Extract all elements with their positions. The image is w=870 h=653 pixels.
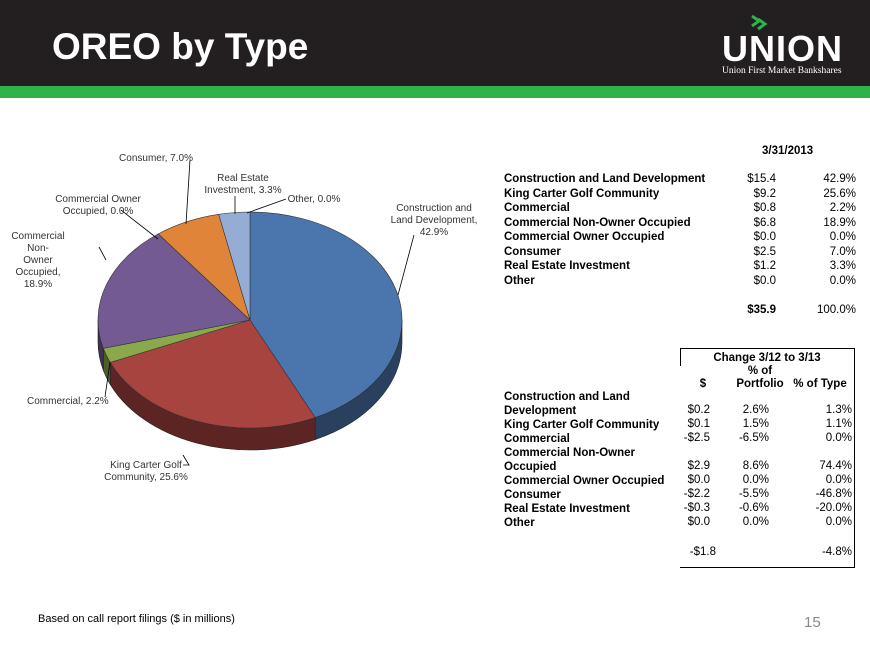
col-dollar: $ xyxy=(699,378,707,390)
change-row-name: Construction and Land Development xyxy=(504,391,630,417)
page-number: 15 xyxy=(804,614,821,631)
accent-bar xyxy=(0,86,870,98)
table-row: Commercial Owner Occupied $0.0 0.0% xyxy=(504,231,856,243)
table-row: Construction and Land Development $15.4 … xyxy=(504,173,856,185)
current-date-header: 3/31/2013 xyxy=(762,145,814,157)
table-row: Real Estate Investment $1.2 3.3% xyxy=(504,260,856,272)
label-consumer: Consumer, 7.0% xyxy=(119,153,193,164)
total-row: $35.9 100.0% xyxy=(747,304,856,316)
change-row-name: Real Estate Investment xyxy=(504,503,630,515)
change-total-dollar: -$1.8 xyxy=(689,546,716,558)
label-rei: Real Estate Investment, 3.3% xyxy=(204,173,282,196)
leader-cnoo xyxy=(98,246,107,261)
change-title: Change 3/12 to 3/13 xyxy=(713,352,821,364)
label-commercial: Commercial, 2.2% xyxy=(27,396,109,407)
leader-other xyxy=(246,198,287,214)
leaf-chevrons-icon xyxy=(751,14,768,31)
leader-construction xyxy=(397,234,415,296)
leader-commercial xyxy=(104,361,111,398)
change-row-name: Commercial Owner Occupied xyxy=(504,475,665,487)
footnote: Based on call report filings ($ in milli… xyxy=(38,613,235,625)
leader-coo xyxy=(120,209,159,240)
label-cnoo: Commercial Non- Owner Occupied, 18.9% xyxy=(11,231,65,290)
header-bar xyxy=(0,0,870,86)
logo-wordmark: UNION xyxy=(722,28,843,69)
table-row: Commercial Non-Owner Occupied $6.8 18.9% xyxy=(504,216,856,229)
change-row-name: Other xyxy=(504,517,535,529)
pie-slice-0 xyxy=(249,211,403,418)
change-row-name: Commercial xyxy=(504,433,570,445)
label-other: Other, 0.0% xyxy=(287,194,341,205)
pie-chart xyxy=(97,159,415,466)
col-portfolio-1: % of xyxy=(747,365,773,377)
pie-slice-3 xyxy=(97,233,251,349)
col-type: % of Type xyxy=(793,378,847,390)
table-row: Other $0.0 0.0% xyxy=(504,274,856,287)
col-portfolio-2: Portfolio xyxy=(736,378,784,390)
label-coo: Commercial Owner Occupied, 0.0% xyxy=(55,194,141,217)
table-row: Consumer $2.5 7.0% xyxy=(504,245,856,258)
change-row-name: Commercial Non-Owner Occupied xyxy=(504,447,635,473)
table-row: King Carter Golf Community $9.2 25.6% xyxy=(504,187,856,200)
page-title: OREO by Type xyxy=(52,26,309,67)
table-row: Commercial $0.8 2.2% xyxy=(504,202,856,214)
change-row-name: King Carter Golf Community xyxy=(504,419,660,431)
leader-king-carter xyxy=(182,454,190,466)
leader-consumer xyxy=(185,159,191,225)
change-total-type: -4.8% xyxy=(821,546,852,558)
change-row-name: Consumer xyxy=(504,489,561,501)
label-king-carter: King Carter Golf Community, 25.6% xyxy=(104,460,188,483)
label-construction: Construction and Land Development, 42.9% xyxy=(390,203,478,238)
logo-subtitle: Union First Market Bankshares xyxy=(722,66,842,76)
